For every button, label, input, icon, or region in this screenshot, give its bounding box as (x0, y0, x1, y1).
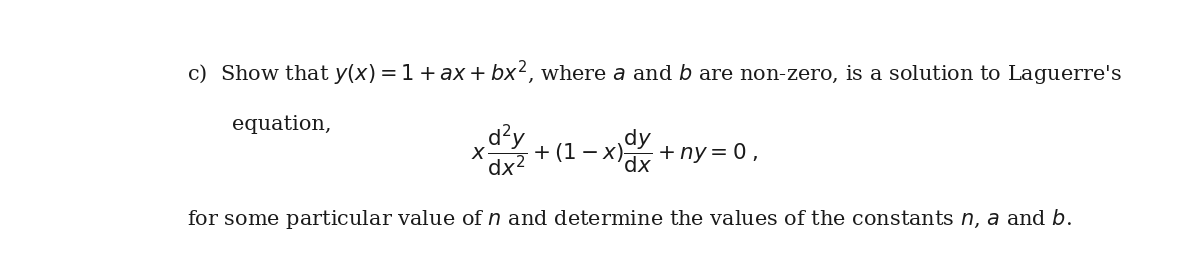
Text: for some particular value of $n$ and determine the values of the constants $n$, : for some particular value of $n$ and det… (187, 207, 1072, 231)
Text: equation,: equation, (232, 115, 331, 134)
Text: c)  Show that $y(x) = 1+ax+bx^2$, where $a$ and $b$ are non-zero, is a solution : c) Show that $y(x) = 1+ax+bx^2$, where $… (187, 59, 1122, 88)
Text: $x\,\dfrac{\mathrm{d}^2y}{\mathrm{d}x^2} + (1-x)\dfrac{\mathrm{d}y}{\mathrm{d}x}: $x\,\dfrac{\mathrm{d}^2y}{\mathrm{d}x^2}… (472, 124, 758, 179)
